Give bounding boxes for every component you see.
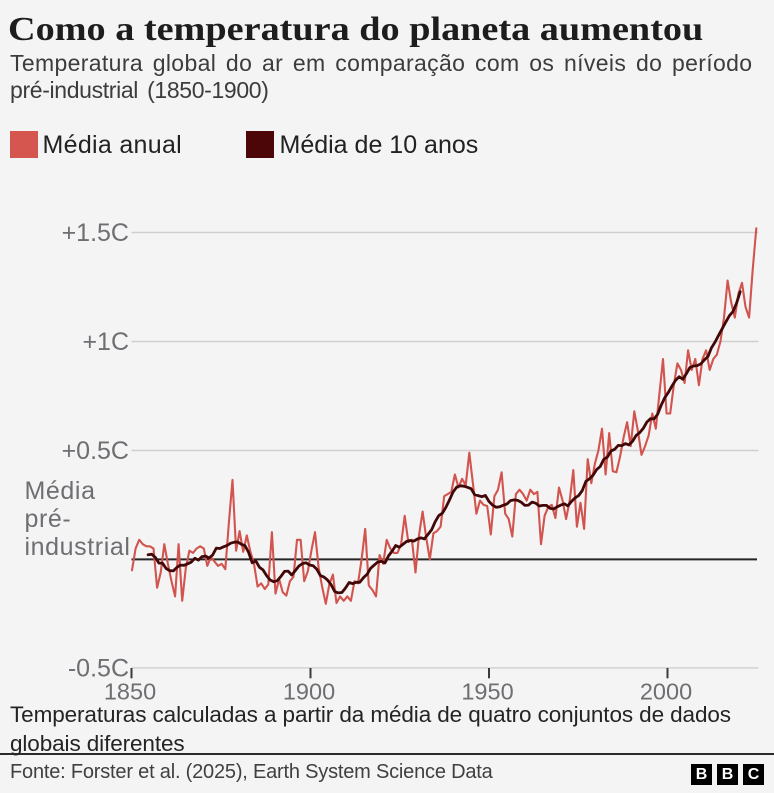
svg-text:+1.5C: +1.5C (62, 219, 129, 247)
svg-text:+0.5C: +0.5C (62, 437, 129, 465)
svg-text:1850: 1850 (104, 679, 156, 705)
svg-text:1900: 1900 (283, 679, 335, 705)
svg-text:1950: 1950 (461, 679, 513, 705)
svg-text:2000: 2000 (640, 679, 692, 705)
svg-text:industrial: industrial (25, 533, 131, 561)
svg-text:Média: Média (25, 477, 96, 505)
svg-text:+1C: +1C (82, 328, 129, 356)
svg-text:pré-: pré- (25, 505, 72, 533)
svg-text:-0.5C: -0.5C (68, 654, 129, 682)
